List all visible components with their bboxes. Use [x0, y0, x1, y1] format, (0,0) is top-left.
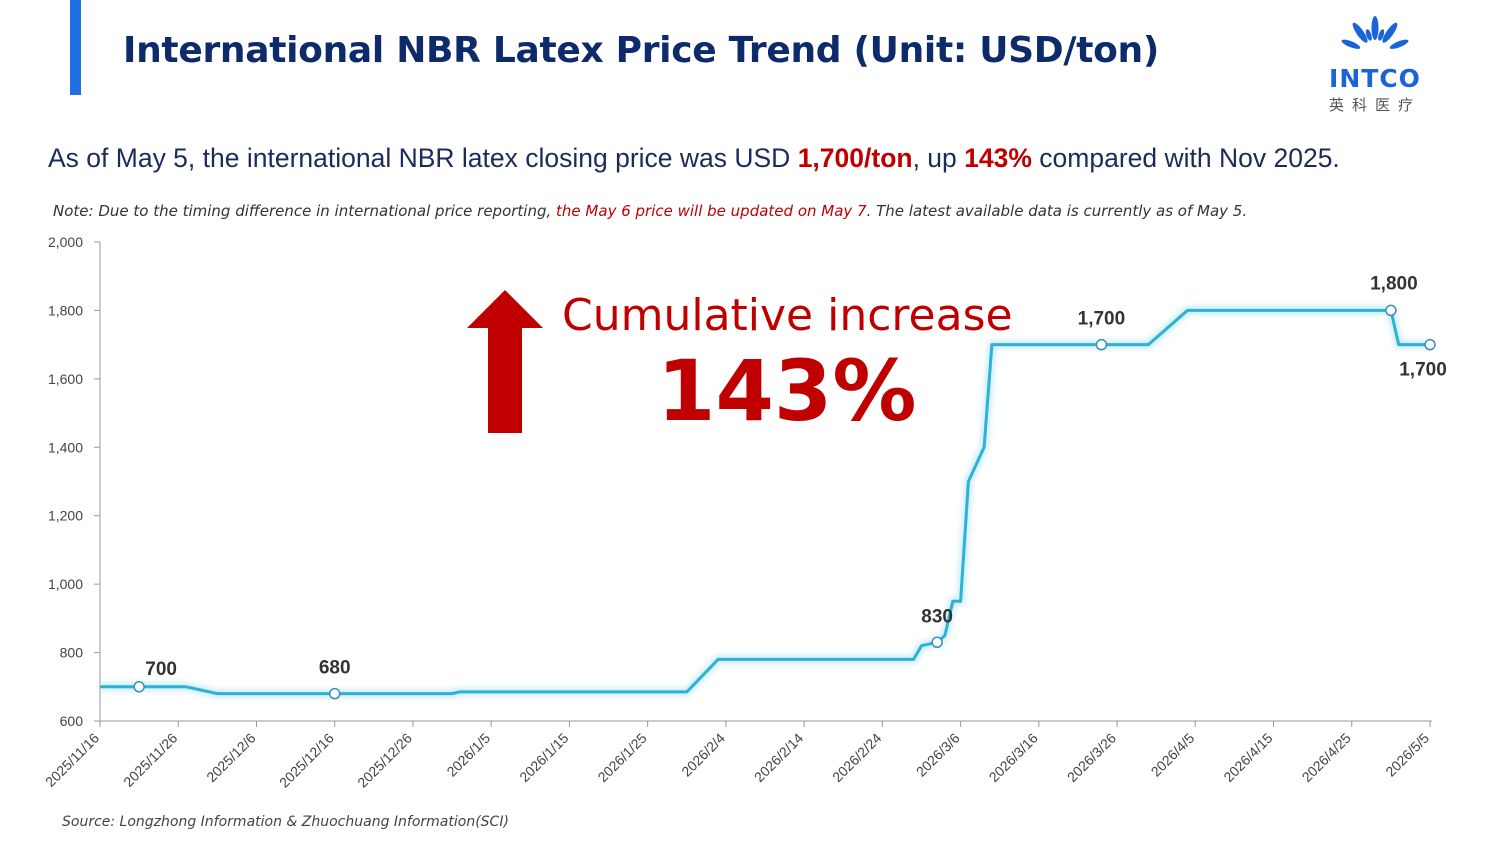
up-arrow-icon [467, 290, 543, 433]
callout-label: Cumulative increase [562, 290, 1013, 341]
summary-price: 1,700/ton [797, 143, 913, 173]
data-label: 680 [319, 658, 351, 679]
intco-logo: INTCO 英科医疗 [1310, 14, 1440, 114]
source-note: Source: Longzhong Information & Zhuochua… [62, 814, 509, 830]
y-tick-label: 1,000 [48, 576, 83, 592]
x-tick-label: 2026/5/5 [1382, 730, 1432, 780]
series-line [100, 308, 1430, 696]
data-point-marker [328, 687, 341, 700]
summary-text-1: As of May 5, the international NBR latex… [48, 143, 798, 173]
x-tick-label: 2025/12/26 [354, 730, 415, 791]
data-label: 700 [145, 659, 177, 680]
x-tick-label: 2026/4/25 [1299, 730, 1355, 786]
logo-wordmark: INTCO [1329, 64, 1421, 93]
note-text-1: Note: Due to the timing difference in in… [53, 202, 557, 220]
y-axis-ticks: 600 800 1,000 1,200 1,400 1,600 1,800 2,000 [48, 234, 100, 729]
note-text-2: . The latest available data is currently… [866, 202, 1248, 220]
summary-text-3: compared with Nov 2025. [1031, 143, 1340, 173]
price-series [100, 306, 1430, 698]
x-tick-label: 2026/1/15 [516, 730, 572, 786]
data-point-marker [931, 636, 943, 649]
data-point-marker [1385, 304, 1397, 317]
callout-percent: 143% [657, 342, 917, 440]
y-tick-label: 800 [60, 645, 84, 661]
data-label: 830 [921, 606, 953, 627]
x-tick-label: 2026/4/5 [1148, 730, 1198, 780]
sun-rays-icon [1341, 16, 1409, 49]
data-label: 1,800 [1370, 273, 1418, 294]
y-tick-label: 2,000 [48, 234, 83, 250]
x-tick-label: 2025/12/16 [276, 730, 337, 791]
summary-percent: 143% [964, 143, 1032, 173]
data-label: 1,700 [1399, 360, 1447, 381]
x-axis-ticks: 2025/11/16 2025/11/26 2025/12/6 2025/12/16 2… [42, 721, 1432, 791]
x-tick-label: 2026/1/25 [594, 730, 650, 786]
x-tick-label: 2026/2/24 [829, 730, 885, 786]
data-label: 1,700 [1078, 309, 1126, 330]
x-tick-label: 2025/11/26 [120, 730, 180, 790]
data-point-marker [1424, 338, 1436, 351]
x-tick-label: 2026/2/4 [678, 730, 728, 780]
data-labels: 700 680 830 1,700 1,800 1,700 [133, 273, 1447, 700]
x-tick-label: 2025/12/6 [203, 730, 259, 786]
x-tick-label: 2025/11/16 [42, 730, 102, 790]
x-tick-label: 2026/3/6 [913, 730, 963, 780]
x-tick-label: 2026/2/14 [751, 730, 807, 786]
x-tick-label: 2026/1/5 [443, 730, 493, 780]
slide-title: International NBR Latex Price Trend (Uni… [123, 30, 1160, 71]
y-tick-label: 1,200 [48, 508, 83, 524]
y-tick-label: 1,600 [48, 371, 83, 387]
y-tick-label: 1,400 [48, 439, 83, 455]
data-point-marker [133, 681, 145, 693]
logo-subtitle: 英科医疗 [1328, 96, 1421, 114]
summary-sentence: As of May 5, the international NBR latex… [48, 143, 1340, 174]
title-accent-bar [70, 0, 81, 95]
note-highlight: the May 6 price will be updated on May 7 [556, 202, 867, 220]
chart-axes [99, 242, 1432, 722]
x-tick-label: 2026/4/15 [1220, 730, 1276, 786]
x-tick-label: 2026/3/16 [986, 730, 1042, 786]
data-point-marker [1095, 338, 1108, 351]
summary-text-2: , up [912, 143, 965, 173]
y-tick-label: 1,800 [48, 302, 83, 318]
timing-note: Note: Due to the timing difference in in… [53, 202, 1247, 220]
x-tick-label: 2026/3/26 [1064, 730, 1120, 786]
y-tick-label: 600 [60, 713, 84, 729]
